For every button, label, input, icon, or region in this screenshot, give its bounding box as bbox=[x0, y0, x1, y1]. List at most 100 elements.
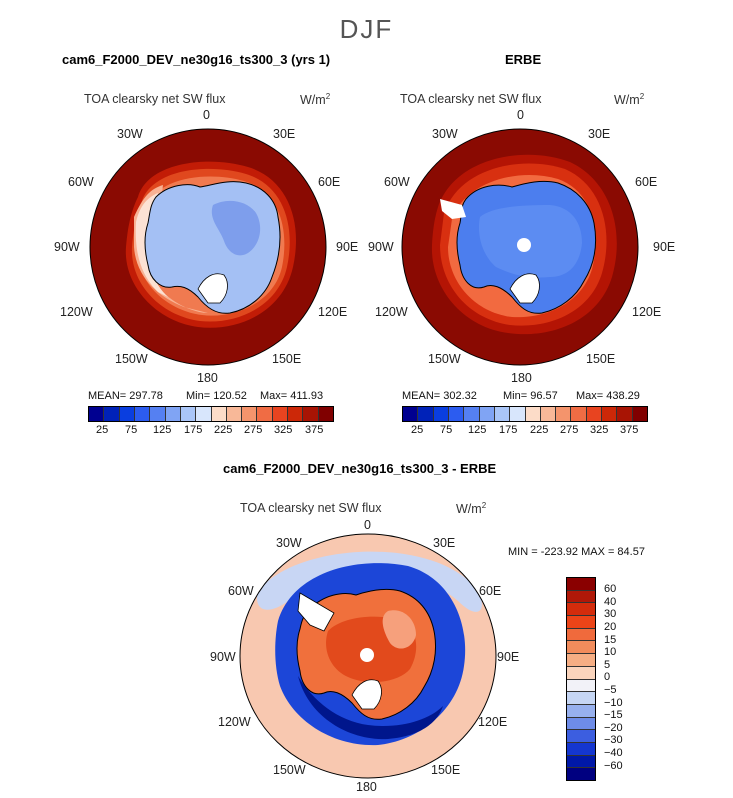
cb-swatch bbox=[272, 407, 289, 421]
right-lon-60e: 60E bbox=[635, 175, 658, 189]
cb-swatch bbox=[150, 407, 166, 421]
cb-swatch bbox=[567, 768, 595, 780]
diff-lon-90w: 90W bbox=[210, 650, 236, 664]
cb-swatch bbox=[567, 692, 595, 705]
diff-lon-150e: 150E bbox=[431, 763, 461, 777]
cb-swatch bbox=[567, 755, 595, 769]
right-colorbar bbox=[402, 406, 648, 422]
right-lon-120e: 120E bbox=[632, 305, 662, 319]
cb-swatch bbox=[134, 407, 151, 421]
right-lon-30w: 30W bbox=[432, 127, 458, 141]
diff-lon-30w: 30W bbox=[276, 536, 302, 550]
left-cb-tick: 325 bbox=[274, 424, 293, 436]
left-mean: MEAN= 297.78 bbox=[88, 390, 163, 402]
cb-swatch bbox=[567, 742, 595, 756]
right-units-label: W/m2 bbox=[614, 92, 645, 108]
cb-swatch bbox=[567, 717, 595, 731]
diff-lon-120w: 120W bbox=[218, 715, 251, 729]
cb-swatch bbox=[540, 407, 557, 421]
right-max: Max= 438.29 bbox=[576, 390, 640, 402]
left-cb-tick: 125 bbox=[153, 424, 172, 436]
left-max: Max= 411.93 bbox=[260, 390, 324, 402]
cb-swatch bbox=[617, 407, 633, 421]
right-lon-90e: 90E bbox=[653, 240, 676, 254]
diff-lon-0: 0 bbox=[364, 518, 371, 532]
left-lon-120e: 120E bbox=[318, 305, 348, 319]
cb-swatch bbox=[556, 407, 572, 421]
cb-swatch bbox=[303, 407, 319, 421]
cb-swatch bbox=[403, 407, 419, 421]
ross-ice-shelf bbox=[351, 679, 382, 710]
right-mean: MEAN= 302.32 bbox=[402, 390, 477, 402]
cb-swatch bbox=[119, 407, 135, 421]
cb-swatch bbox=[418, 407, 434, 421]
season-title: DJF bbox=[339, 14, 394, 44]
diff-cb-tick: −15 bbox=[604, 709, 623, 721]
left-lon-180: 180 bbox=[197, 371, 218, 385]
left-units-label: W/m2 bbox=[300, 92, 331, 108]
right-lon-150w: 150W bbox=[428, 352, 461, 366]
cb-swatch bbox=[567, 603, 595, 617]
pole-hole bbox=[517, 238, 531, 252]
right-cb-tick: 275 bbox=[560, 424, 579, 436]
diff-lon-90e: 90E bbox=[497, 650, 520, 664]
cb-swatch bbox=[632, 407, 647, 421]
diff-cb-tick: −40 bbox=[604, 747, 623, 759]
diff-polar-map bbox=[239, 533, 497, 779]
left-lon-90w: 90W bbox=[54, 240, 80, 254]
left-lon-150e: 150E bbox=[272, 352, 302, 366]
antarctica-high-plateau bbox=[211, 200, 261, 256]
antarctica-interior bbox=[478, 205, 582, 278]
cb-swatch bbox=[288, 407, 304, 421]
right-cb-tick: 375 bbox=[620, 424, 639, 436]
right-cb-tick: 325 bbox=[590, 424, 609, 436]
left-lon-60w: 60W bbox=[68, 175, 94, 189]
cb-swatch bbox=[567, 641, 595, 655]
cb-swatch bbox=[567, 730, 595, 743]
left-cb-tick: 375 bbox=[305, 424, 324, 436]
left-min: Min= 120.52 bbox=[186, 390, 247, 402]
cb-swatch bbox=[567, 616, 595, 629]
diff-cb-tick: 10 bbox=[604, 646, 617, 658]
diff-cb-tick: −60 bbox=[604, 760, 623, 772]
right-cb-tick: 75 bbox=[440, 424, 453, 436]
diff-cb-tick: 30 bbox=[604, 608, 617, 620]
ross-ice-shelf bbox=[197, 273, 228, 304]
diff-cb-tick: 40 bbox=[604, 596, 617, 608]
cb-swatch bbox=[525, 407, 541, 421]
cb-swatch bbox=[318, 407, 333, 421]
right-lon-150e: 150E bbox=[586, 352, 616, 366]
right-panel-title: ERBE bbox=[505, 52, 542, 67]
diff-lon-120e: 120E bbox=[478, 715, 508, 729]
cb-swatch bbox=[567, 654, 595, 667]
plateau-light bbox=[382, 610, 416, 649]
cb-swatch bbox=[196, 407, 212, 421]
left-lon-0: 0 bbox=[203, 108, 210, 122]
left-cb-tick: 75 bbox=[125, 424, 138, 436]
right-cb-tick: 225 bbox=[530, 424, 549, 436]
cb-swatch bbox=[567, 590, 595, 604]
cb-swatch bbox=[226, 407, 243, 421]
left-polar-map bbox=[89, 128, 327, 366]
left-lon-90e: 90E bbox=[336, 240, 359, 254]
right-lon-90w: 90W bbox=[368, 240, 394, 254]
cb-swatch bbox=[433, 407, 449, 421]
diff-colorbar bbox=[566, 577, 596, 781]
cb-swatch bbox=[180, 407, 197, 421]
cb-swatch bbox=[464, 407, 480, 421]
right-lon-30e: 30E bbox=[588, 127, 611, 141]
cb-swatch bbox=[242, 407, 258, 421]
right-min: Min= 96.57 bbox=[503, 390, 558, 402]
left-cb-tick: 25 bbox=[96, 424, 109, 436]
right-lon-120w: 120W bbox=[375, 305, 408, 319]
sea-ice-deep-blue bbox=[298, 676, 443, 740]
cb-swatch bbox=[494, 407, 511, 421]
left-lon-30w: 30W bbox=[117, 127, 143, 141]
diff-lon-30e: 30E bbox=[433, 536, 456, 550]
cb-swatch bbox=[479, 407, 495, 421]
cb-swatch bbox=[448, 407, 465, 421]
diff-cb-tick: 0 bbox=[604, 671, 611, 683]
right-cb-tick: 125 bbox=[468, 424, 487, 436]
left-cb-tick: 275 bbox=[244, 424, 263, 436]
left-cb-tick: 175 bbox=[184, 424, 203, 436]
